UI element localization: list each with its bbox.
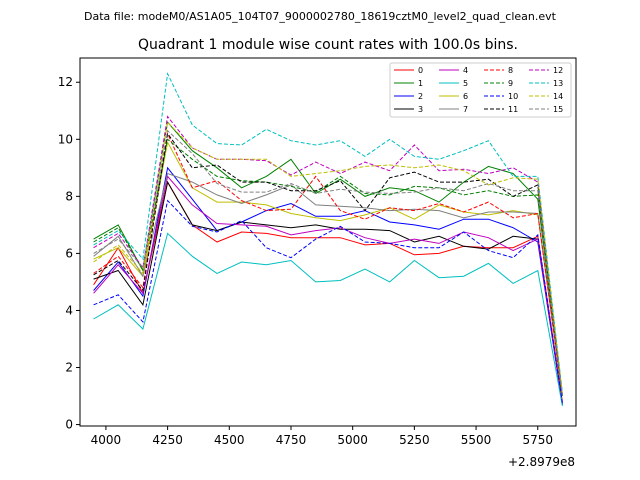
axes-frame <box>79 57 577 427</box>
x-tick-label: 4500 <box>214 433 245 447</box>
legend-label-2: 2 <box>418 92 423 101</box>
legend-label-6: 6 <box>463 92 468 101</box>
chart-suptitle: Data file: modeM0/AS1A05_104T07_90000027… <box>84 10 557 23</box>
y-tick-label: 8 <box>65 189 73 203</box>
y-tick-label: 0 <box>65 418 73 432</box>
x-tick-label: 4250 <box>152 433 183 447</box>
series-line-7 <box>93 172 563 397</box>
y-tick-label: 2 <box>65 361 73 375</box>
legend-label-7: 7 <box>463 105 468 114</box>
legend-label-4: 4 <box>463 66 468 75</box>
legend-label-5: 5 <box>463 79 468 88</box>
series-line-3 <box>93 180 563 405</box>
legend-label-14: 14 <box>553 92 563 101</box>
y-tick-label: 12 <box>58 75 73 89</box>
y-tick-label: 6 <box>65 246 73 260</box>
series-line-10 <box>93 199 563 404</box>
series-line-15 <box>93 129 563 397</box>
series-line-9 <box>93 138 563 397</box>
y-axis: 0 2 4 6 8 10 12 <box>58 75 80 432</box>
legend-label-3: 3 <box>418 105 423 114</box>
legend-label-9: 9 <box>508 79 513 88</box>
series-line-6 <box>93 140 563 397</box>
x-tick-label: 5500 <box>461 433 492 447</box>
legend-label-15: 15 <box>553 105 563 114</box>
chart-title: Quadrant 1 module wise count rates with … <box>138 37 518 53</box>
series-line-5 <box>93 232 563 407</box>
series-line-0 <box>93 180 563 402</box>
legend-label-0: 0 <box>418 66 423 75</box>
series-line-4 <box>93 175 563 405</box>
legend-label-8: 8 <box>508 66 513 75</box>
x-tick-label: 5000 <box>337 433 368 447</box>
x-tick-label: 4000 <box>91 433 122 447</box>
legend-box <box>389 62 572 118</box>
x-tick-label: 5750 <box>522 433 553 447</box>
series-line-1 <box>93 121 563 397</box>
x-offset-label: +2.8979e8 <box>508 455 575 469</box>
series-line-13 <box>93 71 563 394</box>
legend-label-1: 1 <box>418 79 423 88</box>
x-tick-label: 5250 <box>399 433 430 447</box>
plot-area <box>93 71 563 407</box>
legend-label-13: 13 <box>553 79 563 88</box>
series-line-12 <box>93 115 563 395</box>
legend-label-12: 12 <box>553 66 563 75</box>
x-axis: 4000 4250 4500 4750 5000 5250 5500 5750 <box>91 426 553 447</box>
y-tick-label: 4 <box>65 303 73 317</box>
legend-label-10: 10 <box>508 92 518 101</box>
series-line-14 <box>93 121 563 395</box>
x-tick-label: 4750 <box>276 433 307 447</box>
series-line-11 <box>93 132 563 397</box>
legend-label-11: 11 <box>508 105 518 114</box>
y-tick-label: 10 <box>58 132 73 146</box>
series-line-2 <box>93 166 563 405</box>
